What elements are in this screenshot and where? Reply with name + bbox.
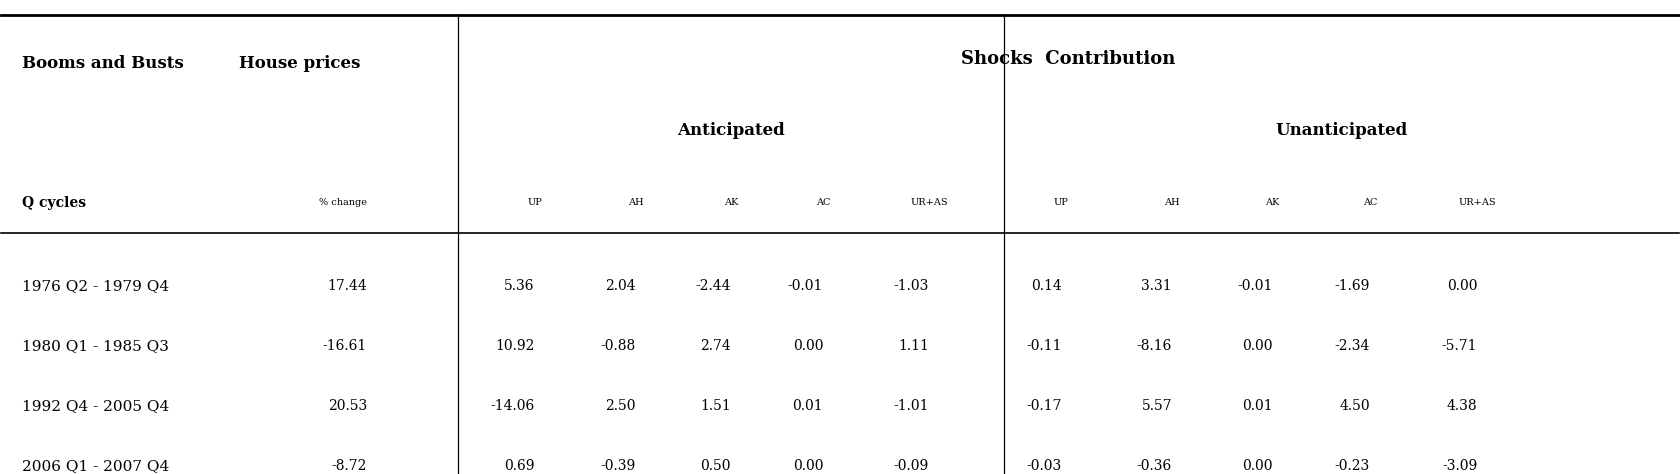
Text: -5.71: -5.71 <box>1441 339 1477 353</box>
Text: Shocks  Contribution: Shocks Contribution <box>961 50 1176 68</box>
Text: 1976 Q2 - 1979 Q4: 1976 Q2 - 1979 Q4 <box>22 279 168 293</box>
Text: -0.01: -0.01 <box>788 279 823 293</box>
Text: 4.50: 4.50 <box>1339 399 1369 413</box>
Text: 17.44: 17.44 <box>328 279 366 293</box>
Text: -2.44: -2.44 <box>696 279 731 293</box>
Text: 0.01: 0.01 <box>793 399 823 413</box>
Text: 0.00: 0.00 <box>1446 279 1477 293</box>
Text: Booms and Busts: Booms and Busts <box>22 55 183 73</box>
Text: 2006 Q1 - 2007 Q4: 2006 Q1 - 2007 Q4 <box>22 459 168 473</box>
Text: 0.00: 0.00 <box>793 459 823 473</box>
Text: 2.04: 2.04 <box>605 279 635 293</box>
Text: -1.01: -1.01 <box>894 399 929 413</box>
Text: 0.14: 0.14 <box>1030 279 1062 293</box>
Text: -0.01: -0.01 <box>1238 279 1273 293</box>
Text: -8.72: -8.72 <box>331 459 366 473</box>
Text: 10.92: 10.92 <box>496 339 534 353</box>
Text: -0.11: -0.11 <box>1026 339 1062 353</box>
Text: -0.23: -0.23 <box>1334 459 1369 473</box>
Text: 0.00: 0.00 <box>1242 339 1273 353</box>
Text: -1.69: -1.69 <box>1334 279 1369 293</box>
Text: 5.57: 5.57 <box>1141 399 1173 413</box>
Text: 1980 Q1 - 1985 Q3: 1980 Q1 - 1985 Q3 <box>22 339 168 353</box>
Text: -0.03: -0.03 <box>1026 459 1062 473</box>
Text: AK: AK <box>724 198 738 207</box>
Text: -0.36: -0.36 <box>1137 459 1173 473</box>
Text: 2.74: 2.74 <box>701 339 731 353</box>
Text: 1.11: 1.11 <box>899 339 929 353</box>
Text: 5.36: 5.36 <box>504 279 534 293</box>
Text: 20.53: 20.53 <box>328 399 366 413</box>
Text: -8.16: -8.16 <box>1137 339 1173 353</box>
Text: -16.61: -16.61 <box>323 339 366 353</box>
Text: -0.17: -0.17 <box>1026 399 1062 413</box>
Text: -0.88: -0.88 <box>600 339 635 353</box>
Text: -3.09: -3.09 <box>1441 459 1477 473</box>
Text: AK: AK <box>1265 198 1280 207</box>
Text: % change: % change <box>319 198 366 207</box>
Text: Unanticipated: Unanticipated <box>1275 122 1408 139</box>
Text: 1.51: 1.51 <box>701 399 731 413</box>
Text: -2.34: -2.34 <box>1334 339 1369 353</box>
Text: -14.06: -14.06 <box>491 399 534 413</box>
Text: 0.00: 0.00 <box>793 339 823 353</box>
Text: UP: UP <box>528 198 543 207</box>
Text: 0.01: 0.01 <box>1242 399 1273 413</box>
Text: House prices: House prices <box>239 55 361 73</box>
Text: 0.00: 0.00 <box>1242 459 1273 473</box>
Text: 2.50: 2.50 <box>605 399 635 413</box>
Text: -0.09: -0.09 <box>894 459 929 473</box>
Text: 0.50: 0.50 <box>701 459 731 473</box>
Text: 0.69: 0.69 <box>504 459 534 473</box>
Text: AH: AH <box>1164 198 1179 207</box>
Text: 3.31: 3.31 <box>1141 279 1173 293</box>
Text: UR+AS: UR+AS <box>911 198 948 207</box>
Text: AC: AC <box>816 198 830 207</box>
Text: UR+AS: UR+AS <box>1458 198 1497 207</box>
Text: 1992 Q4 - 2005 Q4: 1992 Q4 - 2005 Q4 <box>22 399 168 413</box>
Text: -1.03: -1.03 <box>894 279 929 293</box>
Text: Q cycles: Q cycles <box>22 196 86 210</box>
Text: -0.39: -0.39 <box>600 459 635 473</box>
Text: 4.38: 4.38 <box>1446 399 1477 413</box>
Text: AH: AH <box>628 198 643 207</box>
Text: UP: UP <box>1053 198 1068 207</box>
Text: Anticipated: Anticipated <box>677 122 785 139</box>
Text: AC: AC <box>1362 198 1378 207</box>
